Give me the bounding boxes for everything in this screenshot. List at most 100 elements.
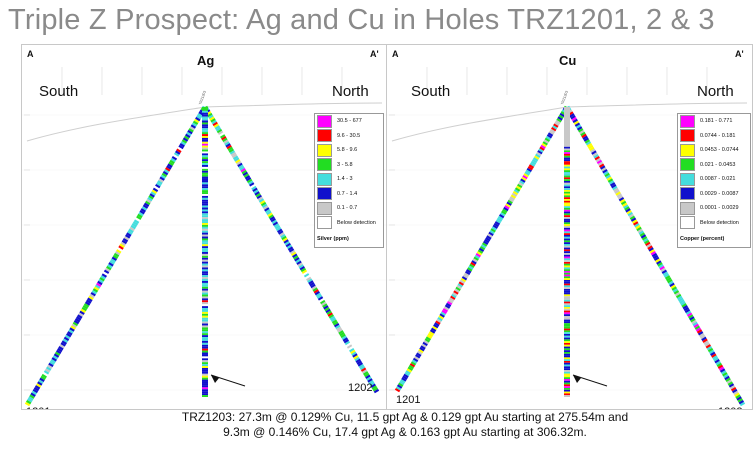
drillhole-interval: [146, 198, 152, 204]
drillhole-interval: [325, 308, 331, 314]
drillhole-interval: [165, 167, 171, 172]
drillhole-interval: [129, 226, 135, 232]
drillhole-interval: [655, 258, 661, 263]
drillhole-interval: [157, 180, 163, 185]
drillhole-interval: [703, 340, 709, 345]
drillhole-interval: [484, 238, 490, 244]
drillhole-interval: [423, 340, 429, 345]
drillhole-interval: [225, 143, 231, 148]
drillhole-interval: [681, 303, 687, 308]
drillhole-interval: [410, 361, 417, 366]
drillhole-interval: [721, 370, 727, 375]
drillhole-interval: [457, 283, 463, 288]
drillhole-interval: [159, 176, 165, 181]
drillhole-interval: [601, 167, 607, 172]
collar-label: TRZ1203: [560, 90, 569, 105]
drillhole-interval: [680, 301, 686, 306]
drillhole-interval: [481, 242, 488, 247]
drillhole-interval: [614, 189, 620, 194]
drillhole-interval: [63, 336, 70, 342]
drillhole-interval: [158, 178, 164, 183]
drillhole-interval: [226, 144, 232, 150]
drillhole-interval: [142, 204, 149, 209]
drillhole-interval: [592, 152, 598, 157]
drillhole-interval: [189, 126, 195, 131]
drillhole-interval: [611, 183, 617, 189]
drillhole-interval: [405, 370, 411, 375]
drillhole-interval: [294, 257, 300, 262]
drillhole-interval: [552, 125, 558, 130]
drillhole-interval: [539, 146, 545, 151]
drillhole-interval: [320, 299, 326, 305]
legend-label: 0.0029 - 0.0087: [700, 190, 739, 197]
drillhole-interval: [364, 372, 370, 378]
legend-swatch: [680, 114, 695, 128]
drillhole-interval: [286, 244, 293, 250]
drillhole-interval: [556, 118, 562, 123]
drillhole-interval: [434, 322, 440, 327]
drillhole-interval: [177, 146, 183, 152]
drillhole-interval: [417, 350, 423, 356]
drillhole-interval: [224, 141, 230, 146]
drillhole-interval: [80, 308, 86, 314]
legend-label: 3 - 5.8: [337, 161, 353, 168]
drillhole-interval: [170, 157, 176, 163]
drillhole-interval: [628, 213, 635, 219]
drillhole-interval: [653, 256, 660, 261]
drillhole-interval: [130, 224, 136, 230]
legend-row: 0.0453 - 0.0744: [678, 143, 750, 158]
drillhole-interval: [173, 152, 180, 157]
drillhole-interval: [369, 381, 375, 387]
drillhole-interval: [594, 156, 600, 161]
drillhole-interval: [163, 169, 170, 174]
drillhole-interval: [732, 388, 738, 394]
drillhole-interval: [27, 398, 33, 403]
drillhole-interval: [288, 248, 295, 253]
drillhole-interval: [51, 357, 57, 362]
drillhole-interval: [68, 329, 74, 334]
drillhole-interval: [341, 335, 347, 340]
drillhole-interval: [478, 247, 485, 253]
drillhole-interval: [285, 242, 291, 248]
drillhole-interval: [49, 360, 55, 366]
hole-1202-label: 1202: [718, 406, 742, 409]
drillhole-interval: [445, 302, 452, 308]
drillhole-interval: [196, 115, 202, 120]
drillhole-interval: [133, 219, 140, 224]
drillhole-interval: [544, 137, 551, 143]
drillhole-interval: [72, 321, 79, 327]
drillhole-interval: [239, 166, 245, 171]
drillhole-interval: [574, 122, 581, 127]
drillhole-interval: [409, 363, 416, 368]
drillhole-interval: [143, 202, 150, 207]
drillhole-interval: [109, 260, 115, 265]
drillhole-interval: [549, 128, 556, 134]
drillhole-interval: [73, 319, 80, 325]
drillhole-interval: [207, 112, 213, 118]
drillhole-interval: [185, 133, 191, 139]
drillhole-interval: [432, 325, 438, 331]
legend-swatch: [317, 143, 332, 157]
drillhole-interval: [255, 192, 261, 198]
drillhole-interval: [419, 347, 425, 352]
drillhole-interval: [449, 297, 455, 302]
drillhole-interval: [701, 336, 707, 342]
drillhole-interval: [517, 183, 523, 189]
drillhole-interval: [178, 144, 184, 150]
drillhole-interval: [230, 152, 237, 157]
drillhole-interval: [346, 344, 353, 349]
drillhole-interval: [730, 386, 737, 392]
drillhole-interval: [312, 287, 318, 292]
drillhole-interval: [458, 281, 464, 286]
drillhole-interval: [416, 352, 422, 357]
drillhole-interval: [38, 379, 44, 384]
drillhole-interval: [447, 299, 454, 304]
legend-label: 0.0087 - 0.021: [700, 176, 736, 183]
drillhole-interval: [407, 366, 413, 371]
drillhole-interval: [692, 321, 698, 327]
legend-swatch: [680, 187, 695, 201]
drillhole-interval: [113, 252, 120, 258]
legend-swatch: [680, 172, 695, 186]
drillhole-interval: [531, 158, 538, 164]
drillhole-interval: [707, 347, 714, 353]
